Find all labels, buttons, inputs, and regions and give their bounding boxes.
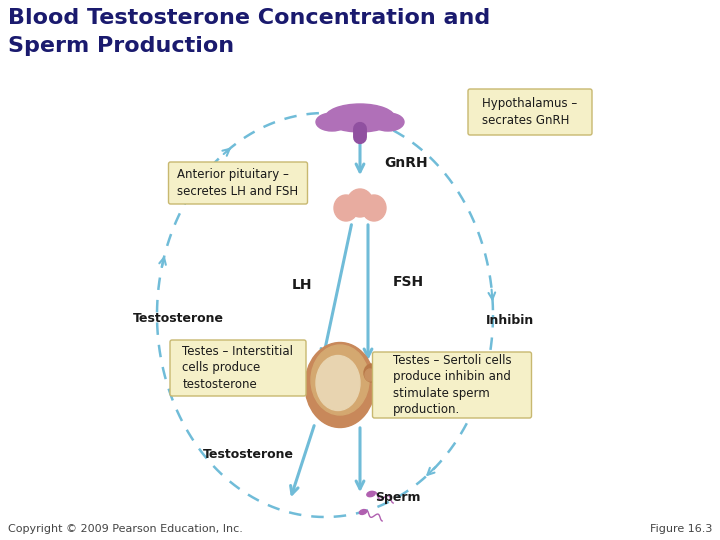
Ellipse shape [325,104,395,132]
Ellipse shape [362,195,386,221]
Ellipse shape [347,189,373,217]
Text: Testes – Interstitial
cells produce
testosterone: Testes – Interstitial cells produce test… [182,345,294,391]
Ellipse shape [359,510,366,515]
Text: GnRH: GnRH [384,156,428,170]
Text: Anterior pituitary –
secretes LH and FSH: Anterior pituitary – secretes LH and FSH [177,168,299,198]
Ellipse shape [316,113,348,131]
Ellipse shape [365,369,375,381]
Ellipse shape [311,345,369,415]
Ellipse shape [334,195,358,221]
Ellipse shape [351,193,369,207]
Text: Figure 16.3: Figure 16.3 [649,524,712,534]
FancyBboxPatch shape [372,352,531,418]
Text: Sperm: Sperm [375,491,420,504]
Text: Blood Testosterone Concentration and: Blood Testosterone Concentration and [8,8,490,28]
Text: Sperm Production: Sperm Production [8,36,234,56]
FancyBboxPatch shape [170,340,306,396]
Text: Copyright © 2009 Pearson Education, Inc.: Copyright © 2009 Pearson Education, Inc. [8,524,243,534]
Ellipse shape [316,355,360,410]
Text: Hypothalamus –
secrates GnRH: Hypothalamus – secrates GnRH [482,97,577,127]
Text: Inhibin: Inhibin [486,314,534,327]
Text: Testosterone: Testosterone [202,449,294,462]
FancyBboxPatch shape [468,89,592,135]
Ellipse shape [372,113,404,131]
Text: Testosterone: Testosterone [132,312,223,325]
Text: FSH: FSH [392,275,423,289]
Ellipse shape [364,364,380,382]
Ellipse shape [305,342,375,428]
Ellipse shape [367,491,375,497]
Text: LH: LH [292,278,312,292]
FancyBboxPatch shape [168,162,307,204]
Text: Testes – Sertoli cells
produce inhibin and
stimulate sperm
production.: Testes – Sertoli cells produce inhibin a… [392,354,511,416]
